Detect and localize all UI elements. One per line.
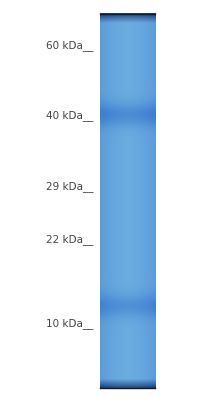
Text: 29 kDa__: 29 kDa__	[46, 181, 94, 192]
Text: 60 kDa__: 60 kDa__	[46, 40, 94, 51]
Text: 10 kDa__: 10 kDa__	[46, 318, 94, 329]
Text: 22 kDa__: 22 kDa__	[46, 234, 94, 245]
Text: 40 kDa__: 40 kDa__	[46, 110, 94, 121]
